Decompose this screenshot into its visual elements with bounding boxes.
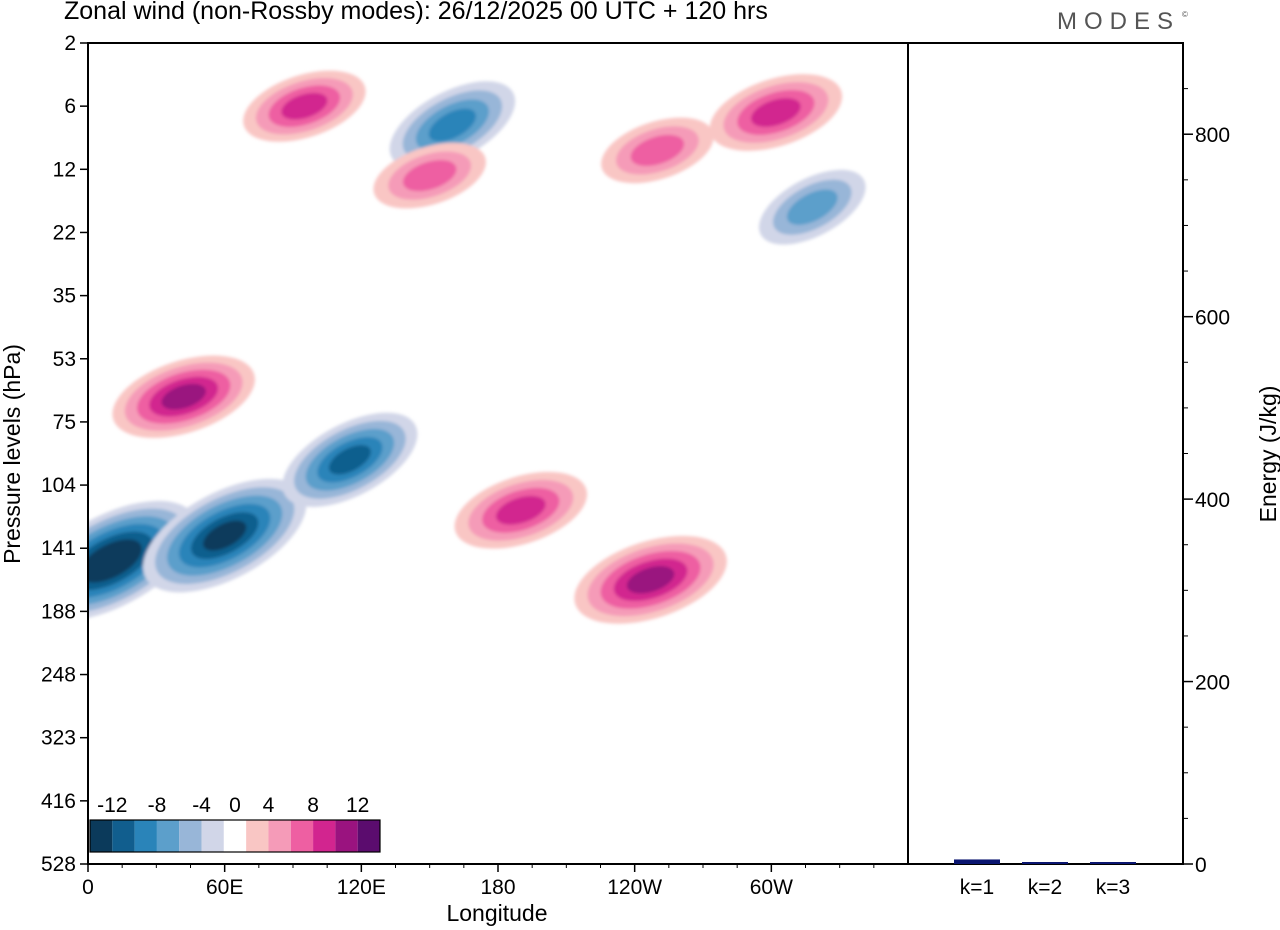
y-tick-label: 188 <box>41 600 76 623</box>
colorbar-label: -12 <box>97 794 127 817</box>
y-tick-label: 416 <box>41 790 76 813</box>
y-tick-label: 22 <box>53 221 76 244</box>
colorbar-swatch <box>290 820 314 852</box>
heatmap-feature <box>243 70 366 142</box>
energy-tick-label: 600 <box>1195 307 1230 330</box>
colorbar: -12 -8 -4 0 4 8 12 <box>89 794 381 853</box>
x-tick-label: 180 <box>480 876 515 899</box>
x-axis-title: Longitude <box>446 900 547 926</box>
y-tick-label: 35 <box>53 285 76 308</box>
colorbar-swatch <box>112 820 135 852</box>
heatmap-frame <box>87 42 909 865</box>
colorbar-swatch <box>335 820 358 852</box>
colorbar-swatch <box>179 820 202 852</box>
y-axis: 2 6 12 22 35 53 75 104 141 188 248 323 416 528 <box>41 32 88 876</box>
y-tick-label: 75 <box>53 411 76 434</box>
y-tick-label: 6 <box>64 95 76 118</box>
colorbar-swatch <box>357 820 380 852</box>
colorbar-label: 4 <box>263 794 275 817</box>
colorbar-frame <box>89 819 381 853</box>
energy-bar-label: k=1 <box>960 876 994 899</box>
energy-bar-label: k=3 <box>1096 876 1130 899</box>
heatmap-feature <box>709 74 843 151</box>
heatmap-feature <box>758 169 866 245</box>
colorbar-swatch <box>201 820 224 852</box>
energy-tick-label: 200 <box>1195 672 1230 695</box>
colorbar-swatch <box>156 820 180 852</box>
y-tick-label: 323 <box>41 727 76 750</box>
heatmap-contour <box>90 547 131 575</box>
brand-logo: MODES <box>1057 8 1181 35</box>
heatmap-contour <box>161 383 206 410</box>
energy-axis-title: Energy (J/kg) <box>1255 386 1280 523</box>
heatmap-field <box>88 70 866 624</box>
heatmap-contour <box>428 108 476 142</box>
energy-bar <box>1090 862 1136 864</box>
x-tick-label: 120W <box>607 876 662 899</box>
colorbar-swatch <box>268 820 291 852</box>
colorbar-swatch <box>90 820 113 852</box>
colorbar-swatch <box>134 820 157 852</box>
heatmap-feature <box>373 142 486 209</box>
colorbar-label: 12 <box>346 794 369 817</box>
brand-copyright-mark: © <box>1182 10 1188 19</box>
heatmap-feature <box>143 478 307 593</box>
heatmap-contour <box>203 520 247 551</box>
colorbar-label: 8 <box>307 794 319 817</box>
heatmap-contour <box>328 445 371 475</box>
heatmap-feature <box>389 81 516 169</box>
heatmap-contour <box>630 134 685 166</box>
colorbar-swatch <box>246 820 269 852</box>
energy-tick-label: 800 <box>1195 124 1230 147</box>
y-tick-label: 104 <box>41 474 76 497</box>
heatmap-feature <box>601 117 714 184</box>
y-tick-label: 141 <box>41 537 76 560</box>
energy-panel-frame <box>907 42 1184 865</box>
heatmap-feature <box>88 500 198 621</box>
heatmap-contour <box>787 189 838 225</box>
energy-axis: 0 200 400 600 800 <box>1183 88 1230 877</box>
heatmap-contour <box>281 92 328 120</box>
heatmap-contour <box>626 566 675 594</box>
colorbar-swatch <box>223 820 247 852</box>
y-tick-label: 248 <box>41 664 76 687</box>
colorbar-label: 0 <box>229 794 241 817</box>
colorbar-label: -4 <box>192 794 211 817</box>
heatmap-feature <box>282 412 418 507</box>
heatmap-feature <box>112 355 255 438</box>
y-tick-label: 12 <box>53 158 76 181</box>
energy-bar <box>1022 862 1068 864</box>
heatmap-feature <box>574 535 727 624</box>
heatmap-contour <box>751 98 801 127</box>
energy-tick-label: 0 <box>1195 854 1207 877</box>
energy-bar <box>954 859 1000 864</box>
heatmap-feature <box>454 471 588 549</box>
colorbar-label: -8 <box>148 794 167 817</box>
x-tick-label: 60W <box>750 876 793 899</box>
energy-tick-label: 400 <box>1195 489 1230 512</box>
heatmap-contour <box>495 495 546 525</box>
heatmap-contour <box>403 160 457 192</box>
y-tick-label: 53 <box>53 348 76 371</box>
x-tick-label: 60E <box>206 876 243 899</box>
energy-bar-label: k=2 <box>1028 876 1062 899</box>
x-tick-label: 120E <box>337 876 386 899</box>
colorbar-swatch <box>313 820 336 852</box>
y-tick-label: 528 <box>41 853 76 876</box>
y-axis-title: Pressure levels (hPa) <box>0 344 25 564</box>
x-axis: 0 60E 120E 180 120W 60W <box>82 864 875 899</box>
energy-bars: k=1 k=2 k=3 <box>954 859 1136 899</box>
chart-title: Zonal wind (non-Rossby modes): 26/12/202… <box>64 0 768 25</box>
y-tick-label: 2 <box>64 32 76 55</box>
x-tick-label: 0 <box>82 876 94 899</box>
